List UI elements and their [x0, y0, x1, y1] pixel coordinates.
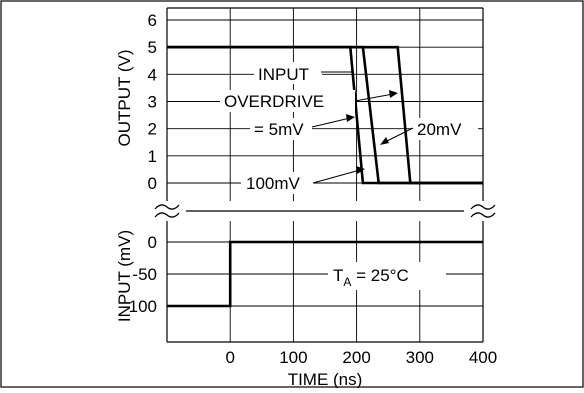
arrow-5mv — [346, 114, 355, 122]
leader-5mv — [311, 117, 351, 128]
arrow-overdrive — [389, 90, 398, 98]
annotations — [220, 62, 478, 290]
annotation-bg-5mv — [250, 118, 312, 140]
top-ylabel: OUTPUT (V) — [115, 50, 134, 147]
annotation-temp-sub: A — [343, 275, 351, 289]
axis-break-mark — [154, 212, 180, 218]
top-y-tick-label: 5 — [148, 38, 157, 57]
series-line-5mV — [167, 45, 483, 185]
top-y-tick-label: 6 — [148, 11, 157, 30]
annotation-100mv: 100mV — [246, 174, 301, 193]
x-tick-label: 300 — [406, 348, 434, 367]
annotation-overdrive: OVERDRIVE — [224, 92, 324, 111]
arrow-20mv — [380, 137, 389, 145]
top-y-tick-label: 2 — [148, 120, 157, 139]
series-line-100mV — [167, 45, 483, 185]
annotation-input: INPUT — [258, 65, 309, 84]
top-y-tick-label: 0 — [148, 174, 157, 193]
annotation-bg-20mv — [412, 118, 478, 140]
x-tick-label: 400 — [469, 348, 497, 367]
series-line-input — [167, 240, 483, 308]
annotation-temperature: TA = 25°C — [333, 266, 409, 289]
series-line-20mV — [167, 45, 483, 185]
series-group — [167, 45, 483, 308]
axis-break-mark — [470, 204, 496, 210]
top-y-tick-label: 3 — [148, 93, 157, 112]
x-tick-label: 200 — [342, 348, 370, 367]
axis-break-marks — [154, 204, 496, 218]
annotation-bg-temperature — [328, 262, 446, 290]
annotation-5mv: = 5mV — [254, 120, 304, 139]
annotation-temp-t: T — [333, 266, 343, 285]
annotation-20mv: 20mV — [417, 120, 462, 139]
bottom-y-tick-label: 0 — [148, 233, 157, 252]
top-y-tick-label: 1 — [148, 147, 157, 166]
axis-break-mark — [154, 204, 180, 210]
bottom-ylabel: INPUT (mV) — [115, 230, 134, 322]
grid — [167, 8, 483, 342]
annotation-temp-rest: = 25°C — [351, 266, 408, 285]
axis-break-mark — [470, 212, 496, 218]
bottom-y-tick-label: -50 — [132, 265, 157, 284]
bottom-y-tick-label: -100 — [123, 297, 157, 316]
annotation-bg-input — [254, 62, 322, 84]
x-tick-label: 0 — [225, 348, 234, 367]
arrow-100mv — [356, 166, 365, 174]
plot-frame — [166, 7, 484, 343]
x-tick-label: 100 — [279, 348, 307, 367]
top-y-tick-label: 4 — [148, 65, 157, 84]
leader-overdrive — [354, 93, 394, 102]
leader-100mv — [312, 169, 361, 184]
annotation-bg-100mv — [241, 172, 313, 194]
x-axis-title: TIME (ns) — [288, 370, 363, 388]
tick-labels: 0 1 2 3 4 5 6 0 -50 -100 0 100 200 300 400 — [123, 11, 497, 367]
annotation-bg-overdrive — [220, 90, 355, 112]
leader-20mv — [384, 127, 414, 143]
